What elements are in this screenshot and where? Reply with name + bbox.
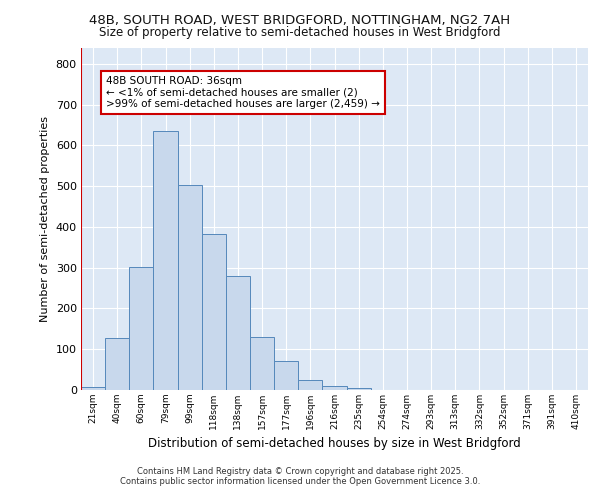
Bar <box>322 386 347 390</box>
Bar <box>202 234 226 390</box>
Bar <box>250 337 274 390</box>
Bar <box>298 380 322 390</box>
Text: Contains HM Land Registry data © Crown copyright and database right 2025.: Contains HM Land Registry data © Crown c… <box>137 467 463 476</box>
Y-axis label: Number of semi-detached properties: Number of semi-detached properties <box>40 116 50 322</box>
Bar <box>274 362 298 390</box>
Bar <box>129 267 154 390</box>
Bar <box>154 131 178 390</box>
Bar <box>81 386 105 390</box>
Text: 48B, SOUTH ROAD, WEST BRIDGFORD, NOTTINGHAM, NG2 7AH: 48B, SOUTH ROAD, WEST BRIDGFORD, NOTTING… <box>89 14 511 27</box>
Bar <box>226 276 250 390</box>
Text: 48B SOUTH ROAD: 36sqm
← <1% of semi-detached houses are smaller (2)
>99% of semi: 48B SOUTH ROAD: 36sqm ← <1% of semi-deta… <box>106 76 380 109</box>
Bar <box>347 388 371 390</box>
Text: Size of property relative to semi-detached houses in West Bridgford: Size of property relative to semi-detach… <box>99 26 501 39</box>
Bar <box>178 186 202 390</box>
X-axis label: Distribution of semi-detached houses by size in West Bridgford: Distribution of semi-detached houses by … <box>148 438 521 450</box>
Text: Contains public sector information licensed under the Open Government Licence 3.: Contains public sector information licen… <box>120 477 480 486</box>
Bar <box>105 338 129 390</box>
